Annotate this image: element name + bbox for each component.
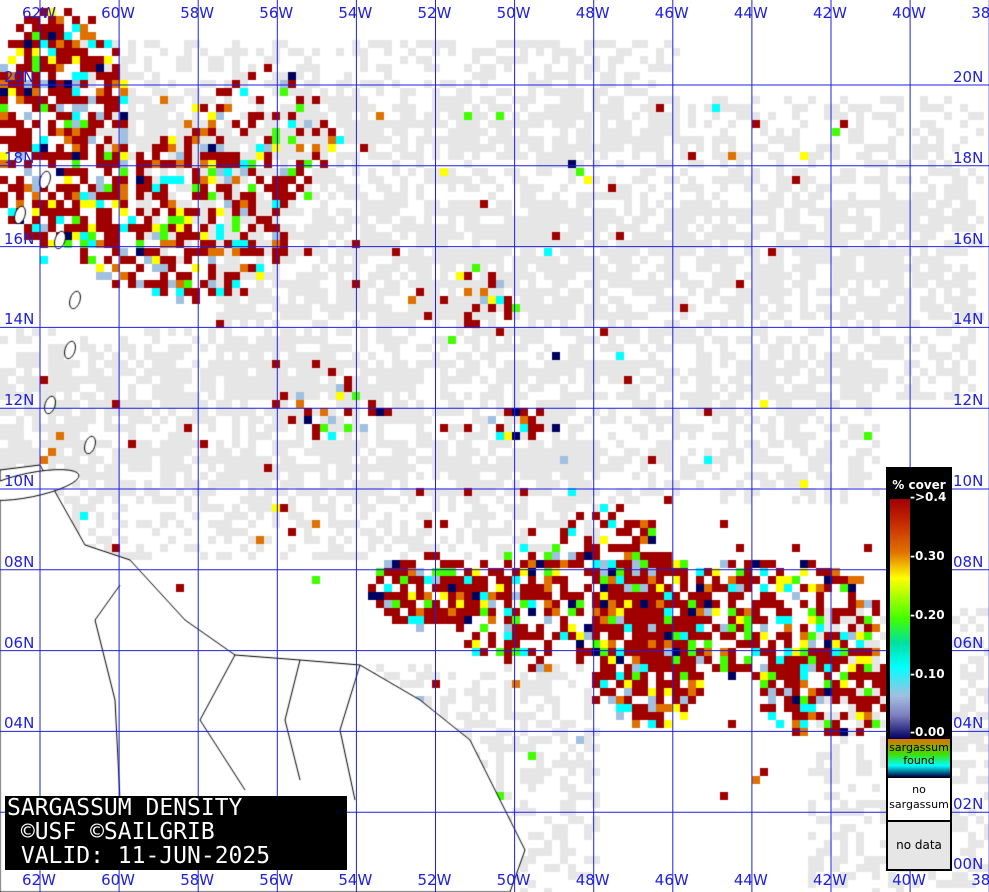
lat-label: 10N <box>4 472 35 490</box>
legend: % cover ->0.4 -0.30 -0.20 -0.10 -0.00 sa… <box>886 467 952 871</box>
lat-label: 04N <box>4 714 35 733</box>
valid-date: VALID: 11-JUN-2025 <box>7 843 271 869</box>
lon-label: 48W <box>575 4 610 22</box>
lat-label: 20N <box>953 68 984 86</box>
legend-colorbar <box>890 499 910 739</box>
legend-tick: -0.10 <box>910 667 945 681</box>
lon-label: 42W <box>813 871 847 889</box>
lon-label: 46W <box>654 4 689 22</box>
lat-label: 12N <box>953 391 984 410</box>
lat-label: 14N <box>4 310 35 329</box>
lat-label: 00N <box>953 855 984 873</box>
lat-label: 06N <box>4 633 35 652</box>
legend-title: % cover <box>892 478 946 492</box>
lat-label: 08N <box>953 552 984 571</box>
lon-label: 60W <box>101 871 136 889</box>
lon-label: 62W <box>22 4 56 22</box>
lon-label: 56W <box>259 4 294 22</box>
lon-label: 40W <box>892 871 927 889</box>
lon-label: 50W <box>496 4 531 22</box>
lon-label: 46W <box>654 871 689 889</box>
copyright: ©USF ©SAILGRIB <box>7 819 215 845</box>
lat-label: 02N <box>953 795 984 814</box>
lon-label: 58W <box>180 4 215 22</box>
map-title: SARGASSUM DENSITY <box>7 795 243 821</box>
lat-label: 16N <box>953 229 984 248</box>
lon-label: 40W <box>892 4 927 22</box>
lon-label: 62W <box>22 871 56 889</box>
lon-label: 44W <box>733 4 768 22</box>
lat-label: 20N <box>4 68 35 86</box>
legend-sargassum-found: sargassum found <box>888 739 950 777</box>
lat-label: 10N <box>953 472 984 490</box>
lon-label: 58W <box>180 871 215 889</box>
lon-label: 42W <box>813 4 847 22</box>
lon-label: 44W <box>733 871 768 889</box>
legend-no-sargassum: no sargassum <box>888 778 950 820</box>
lat-label: 16N <box>4 229 35 248</box>
legend-tick: -0.20 <box>910 608 945 622</box>
map-title-box: SARGASSUM DENSITY ©USF ©SAILGRIB VALID: … <box>5 796 347 870</box>
lon-label: 38W <box>971 871 989 889</box>
lon-label: 52W <box>417 4 452 22</box>
lat-label: 12N <box>4 391 35 410</box>
lon-label: 50W <box>496 871 531 889</box>
lon-label: 52W <box>417 871 452 889</box>
lon-label: 38W <box>971 4 989 22</box>
lon-label: 56W <box>259 871 294 889</box>
legend-no-data: no data <box>888 822 950 869</box>
legend-tick: ->0.4 <box>910 490 947 504</box>
legend-tick: -0.30 <box>910 549 945 563</box>
legend-tick: -0.00 <box>910 725 945 739</box>
lat-label: 08N <box>4 552 35 571</box>
lon-label: 54W <box>338 4 373 22</box>
lat-label: 18N <box>953 148 984 167</box>
lon-label: 54W <box>338 871 373 889</box>
lon-label: 48W <box>575 871 610 889</box>
lon-label: 60W <box>101 4 136 22</box>
lat-label: 14N <box>953 310 984 329</box>
lat-label: 06N <box>953 633 984 652</box>
lat-label: 18N <box>4 148 35 167</box>
lat-label: 04N <box>953 714 984 733</box>
